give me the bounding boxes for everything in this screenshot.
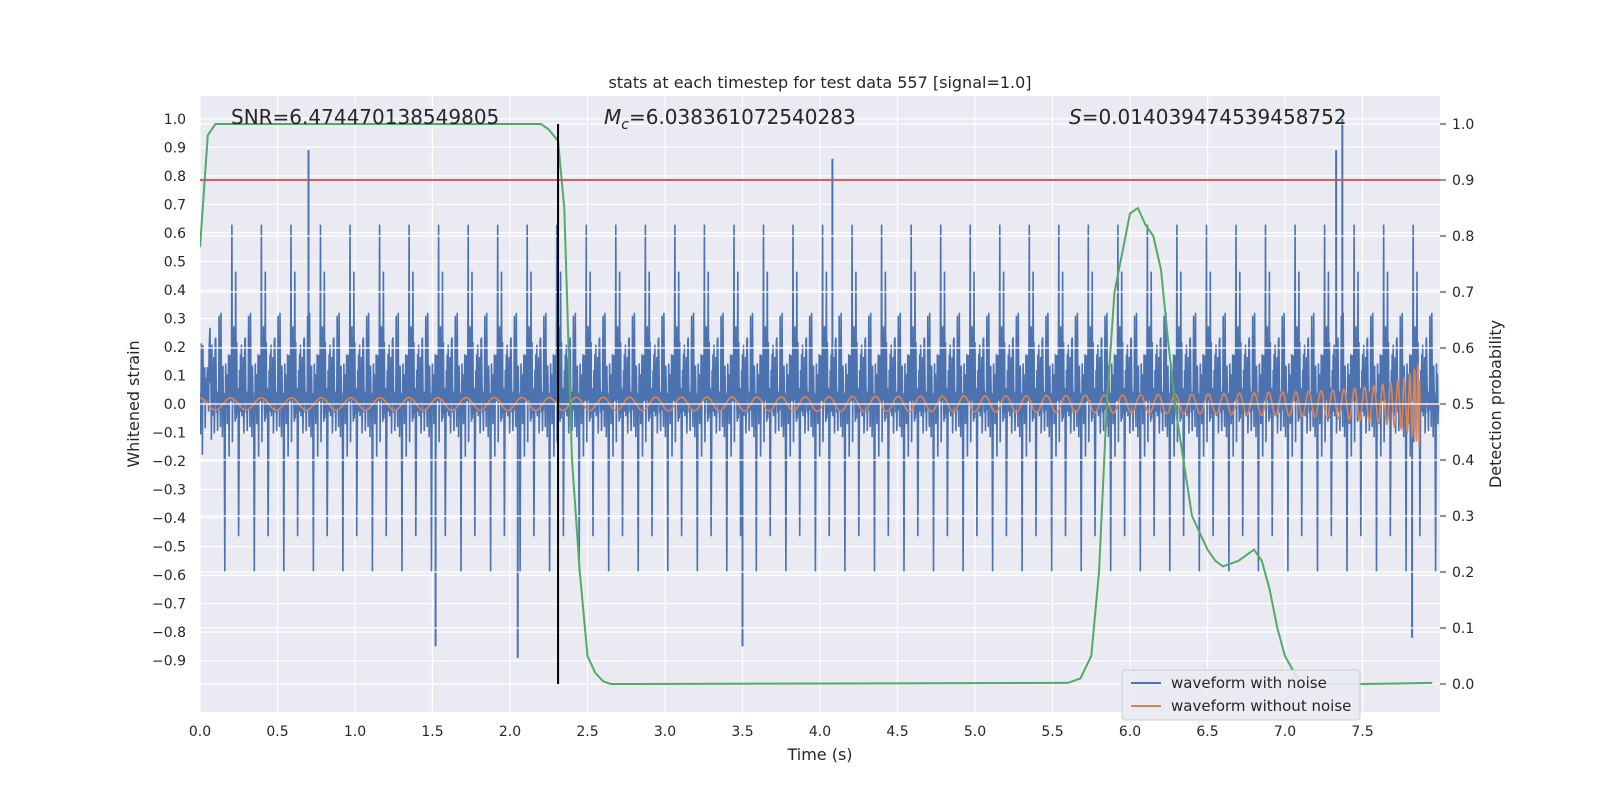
x-tick-label: 1.0 bbox=[344, 724, 366, 740]
noisy-waveform-line bbox=[200, 224, 1440, 572]
x-tick-label: 5.5 bbox=[1041, 724, 1063, 740]
y-left-tick-label: −0.4 bbox=[152, 511, 186, 527]
chart-title: stats at each timestep for test data 557… bbox=[608, 73, 1031, 92]
y-axis-left-ticks: 1.0 0.9 0.8 0.7 0.6 0.5 0.4 0.3 0.2 0.1 0.0 −0.1 −0.… bbox=[152, 112, 186, 670]
statistic-value: =0.014039474539458752 bbox=[1082, 105, 1347, 129]
y-right-tick-label: 0.4 bbox=[1452, 453, 1474, 469]
y-left-tick-label: −0.5 bbox=[152, 540, 186, 556]
legend: waveform with noise waveform without noi… bbox=[1121, 669, 1361, 721]
x-tick-label: 4.0 bbox=[809, 724, 831, 740]
x-tick-label: 0.0 bbox=[189, 724, 211, 740]
x-tick-label: 6.0 bbox=[1119, 724, 1141, 740]
legend-label-noise: waveform with noise bbox=[1171, 674, 1327, 692]
x-tick-label: 2.5 bbox=[576, 724, 598, 740]
y-right-tick-label: 0.3 bbox=[1452, 509, 1474, 525]
y-right-tick-label: 0.7 bbox=[1452, 285, 1474, 301]
snr-annotation: SNR=6.474470138549805 bbox=[231, 105, 499, 129]
y-left-tick-label: 0.3 bbox=[164, 311, 186, 327]
y-left-tick-label: 0.5 bbox=[164, 254, 186, 270]
series-waveform-without-noise bbox=[200, 363, 1439, 447]
x-tick-label: 4.5 bbox=[886, 724, 908, 740]
y-right-tick-label: 0.8 bbox=[1452, 229, 1474, 245]
y-left-tick-label: −0.8 bbox=[152, 625, 186, 641]
y-right-tick-label: 0.6 bbox=[1452, 341, 1474, 357]
x-axis-title: Time (s) bbox=[786, 745, 852, 764]
y-left-tick-label: −0.1 bbox=[152, 426, 186, 442]
y-right-tick-label: 0.0 bbox=[1452, 677, 1474, 693]
y-right-tick-label: 0.2 bbox=[1452, 565, 1474, 581]
x-axis-ticks: 0.0 0.5 1.0 1.5 2.0 2.5 3.0 3.5 4.0 4.5 5.0 5.5 6.0 6… bbox=[189, 724, 1374, 740]
chirp-mass-symbol: M bbox=[604, 105, 621, 129]
y-right-tick-label: 0.1 bbox=[1452, 621, 1474, 637]
chirp-mass-value: =6.038361072540283 bbox=[629, 105, 856, 129]
y-axis-right-ticks: 1.0 0.9 0.8 0.7 0.6 0.5 0.4 0.3 0.2 0.1 0.0 bbox=[1440, 117, 1474, 693]
y-left-tick-label: −0.2 bbox=[152, 454, 186, 470]
y-right-tick-label: 1.0 bbox=[1452, 117, 1474, 133]
chirp-mass-subscript: c bbox=[621, 117, 629, 133]
y-right-tick-label: 0.9 bbox=[1452, 173, 1474, 189]
y-left-tick-label: 0.4 bbox=[164, 283, 186, 299]
series-waveform-with-noise bbox=[200, 118, 1440, 658]
x-tick-label: 7.5 bbox=[1351, 724, 1373, 740]
clean-waveform-line bbox=[200, 363, 1439, 447]
y-axis-right-title: Detection probability bbox=[1486, 320, 1505, 488]
x-tick-label: 0.5 bbox=[266, 724, 288, 740]
chirp-mass-annotation: Mc=6.038361072540283 bbox=[604, 105, 856, 133]
y-left-tick-label: 0.9 bbox=[164, 140, 186, 156]
y-left-tick-label: 1.0 bbox=[164, 112, 186, 128]
y-left-tick-label: 0.7 bbox=[164, 197, 186, 213]
x-tick-label: 5.0 bbox=[964, 724, 986, 740]
legend-label-clean: waveform without noise bbox=[1171, 697, 1351, 715]
x-tick-label: 3.0 bbox=[654, 724, 676, 740]
x-tick-label: 2.0 bbox=[499, 724, 521, 740]
y-left-tick-label: 0.6 bbox=[164, 226, 186, 242]
statistic-symbol: S bbox=[1069, 105, 1082, 129]
y-left-tick-label: −0.3 bbox=[152, 483, 186, 499]
x-tick-label: 3.5 bbox=[731, 724, 753, 740]
y-left-tick-label: −0.6 bbox=[152, 568, 186, 584]
y-left-tick-label: −0.9 bbox=[152, 654, 186, 670]
y-left-tick-label: 0.8 bbox=[164, 169, 186, 185]
y-left-tick-label: 0.1 bbox=[164, 368, 186, 384]
y-right-tick-label: 0.5 bbox=[1452, 397, 1474, 413]
x-tick-label: 7.0 bbox=[1274, 724, 1296, 740]
y-axis-left-title: Whitened strain bbox=[124, 340, 143, 467]
y-left-tick-label: 0.0 bbox=[164, 397, 186, 413]
y-left-tick-label: 0.2 bbox=[164, 340, 186, 356]
statistic-annotation: S=0.014039474539458752 bbox=[1069, 105, 1347, 129]
y-left-tick-label: −0.7 bbox=[152, 597, 186, 613]
x-tick-label: 1.5 bbox=[421, 724, 443, 740]
x-tick-label: 6.5 bbox=[1196, 724, 1218, 740]
